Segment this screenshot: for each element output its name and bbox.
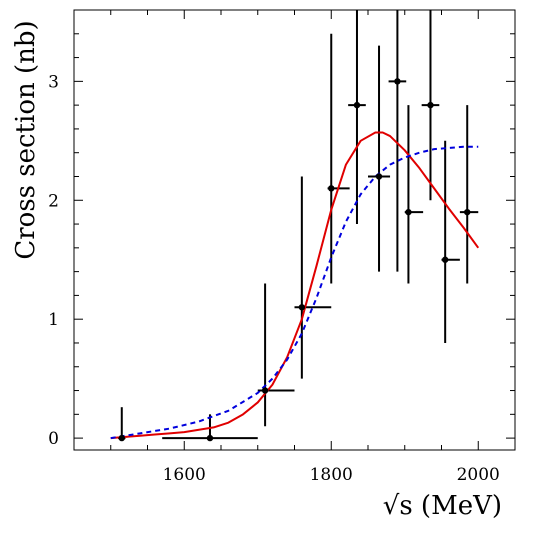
data-point: [118, 434, 125, 442]
tick-labels: 1600 1800 2000 0 1 2 3: [48, 72, 500, 485]
y-tick-label: 1: [48, 310, 59, 330]
minor-ticks: [74, 10, 515, 450]
data-point: [464, 208, 471, 216]
x-axis-label: √s (MeV): [383, 491, 502, 521]
error-bars: [118, 10, 479, 440]
data-point: [394, 78, 401, 85]
data-point: [261, 387, 269, 394]
x-tick-label: 1800: [310, 465, 353, 485]
data-point: [206, 434, 214, 442]
y-tick-label: 3: [48, 72, 59, 92]
fit-curves: [110, 131, 480, 440]
data-point: [353, 101, 361, 109]
y-axis-label: Cross section (nb): [11, 20, 41, 259]
data-point: [427, 101, 434, 109]
major-ticks: [74, 10, 515, 450]
data-point: [441, 256, 449, 263]
data-point: [328, 185, 335, 192]
dashed-fit-curve: [110, 145, 479, 440]
x-tick-label: 2000: [457, 465, 500, 485]
solid-fit-curve: [110, 131, 480, 440]
y-tick-label: 2: [48, 191, 59, 211]
y-tick-label: 0: [48, 429, 59, 449]
x-tick-label: 1600: [163, 465, 206, 485]
data-points: [118, 78, 471, 442]
data-point: [405, 208, 412, 216]
data-point: [298, 304, 306, 311]
data-point: [375, 173, 383, 180]
plot-frame: [73, 9, 516, 451]
